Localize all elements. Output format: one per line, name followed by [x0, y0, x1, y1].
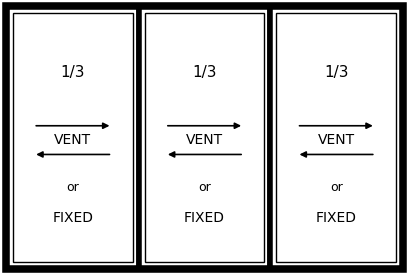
Text: FIXED: FIXED — [184, 211, 225, 225]
Bar — [7, 7, 139, 268]
Text: 1/3: 1/3 — [324, 65, 348, 80]
Bar — [145, 13, 264, 262]
Text: 1/3: 1/3 — [61, 65, 85, 80]
Text: 1/3: 1/3 — [192, 65, 217, 80]
Text: FIXED: FIXED — [316, 211, 357, 225]
Text: VENT: VENT — [318, 133, 355, 147]
Text: VENT: VENT — [54, 133, 91, 147]
Bar — [139, 7, 270, 268]
Text: VENT: VENT — [186, 133, 223, 147]
Bar — [270, 7, 402, 268]
Text: or: or — [330, 181, 343, 194]
Text: or: or — [66, 181, 79, 194]
Text: FIXED: FIXED — [52, 211, 93, 225]
Bar — [13, 13, 133, 262]
Text: or: or — [198, 181, 211, 194]
Bar — [276, 13, 396, 262]
